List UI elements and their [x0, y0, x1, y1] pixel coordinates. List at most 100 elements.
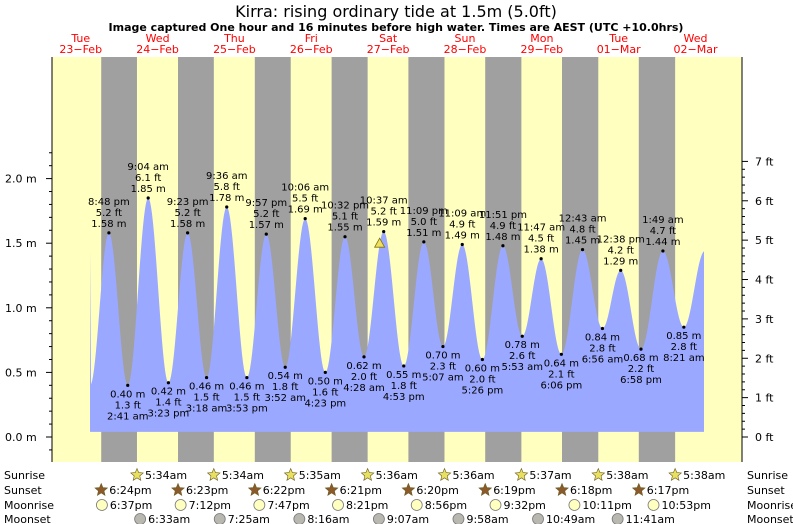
tide-time-label: 10:37 am — [360, 196, 408, 207]
tide-time-label: 12:43 am — [559, 214, 607, 225]
sunset-time: 6:22pm — [263, 484, 305, 497]
moonrise-time: 7:12pm — [189, 499, 231, 512]
tide-time-label: 8:21 am — [663, 353, 705, 364]
tide-m-label: 1.48 m — [485, 232, 520, 243]
moonrise-time: 6:37pm — [110, 499, 152, 512]
tide-m-label: 0.55 m — [386, 370, 421, 381]
tide-ft-label: 5.2 ft — [174, 208, 200, 219]
tide-ft-label: 2.0 ft — [351, 372, 377, 383]
tide-m-label: 1.55 m — [327, 223, 362, 234]
moonrise-row-label-right: Moonrise — [747, 499, 793, 512]
day-date-label: 24−Feb — [136, 43, 179, 56]
tide-m-label: 0.40 m — [110, 389, 145, 400]
tide-point — [303, 217, 307, 221]
tide-ft-label: 2.6 ft — [509, 351, 535, 362]
moonset-moon-icon — [532, 513, 544, 524]
sunrise-time: 5:34am — [145, 469, 187, 482]
tide-time-label: 9:36 am — [206, 171, 248, 182]
chart-title: Kirra: rising ordinary tide at 1.5m (5.0… — [235, 2, 557, 21]
tide-m-label: 1.45 m — [565, 236, 600, 247]
y-tick-label-ft: 6 ft — [755, 195, 774, 208]
sunset-time: 6:21pm — [340, 484, 382, 497]
tide-ft-label: 1.5 ft — [193, 393, 219, 404]
tide-ft-label: 5.2 ft — [96, 208, 122, 219]
sunset-time: 6:23pm — [186, 484, 228, 497]
sunrise-star-icon — [514, 467, 529, 481]
y-tick-label-m: 1.5 m — [5, 237, 37, 250]
y-tick-label-ft: 0 ft — [755, 431, 774, 444]
tide-time-label: 4:23 pm — [304, 398, 346, 409]
tide-time-label: 5:53 am — [501, 362, 543, 373]
sunset-time: 6:24pm — [109, 484, 151, 497]
tide-time-label: 11:09 am — [438, 208, 486, 219]
tide-point — [382, 229, 386, 234]
tide-time-label: 2:41 am — [107, 411, 149, 422]
tide-ft-label: 1.6 ft — [312, 387, 338, 398]
moonrise-moon-icon — [253, 499, 266, 511]
sunset-time: 6:20pm — [416, 484, 458, 497]
tide-point — [225, 205, 229, 209]
tide-time-label: 11:47 am — [517, 223, 565, 234]
tide-ft-label: 1.8 ft — [272, 382, 298, 393]
tide-m-label: 0.85 m — [666, 331, 701, 342]
tide-ft-label: 5.2 ft — [371, 207, 397, 218]
moonset-moon-icon — [213, 513, 226, 524]
tide-area — [90, 198, 704, 432]
sunset-star-icon — [247, 482, 262, 496]
moonset-moon-icon — [293, 513, 306, 524]
moonset-time: 7:25am — [228, 513, 270, 524]
day-date-label: 23−Feb — [59, 43, 102, 56]
day-name-label: Tue — [70, 32, 90, 45]
day-name-label: Sun — [455, 32, 476, 45]
tide-m-label: 0.84 m — [585, 332, 620, 343]
tide-point — [639, 347, 643, 351]
tide-ft-label: 6.1 ft — [135, 173, 161, 184]
moonrise-time: 8:56pm — [425, 499, 467, 512]
tide-time-label: 1:49 am — [642, 215, 684, 226]
tide-point — [559, 352, 563, 356]
tide-ft-label: 1.3 ft — [115, 400, 141, 411]
day-date-label: 26−Feb — [290, 43, 333, 56]
tide-time-label: 6:06 pm — [540, 380, 582, 391]
tide-labels: 8:48 pm5.2 ft1.58 m0.40 m1.3 ft2:41 am9:… — [88, 162, 705, 422]
y-axis-feet: 0 ft 1 ft 2 ft 3 ft 4 ft 5 ft 6 ft 7 ft — [742, 155, 774, 444]
tide-point — [343, 235, 347, 239]
tide-m-label: 1.58 m — [170, 219, 205, 230]
tide-m-label: 1.38 m — [524, 245, 559, 256]
day-labels: Tue23−FebWed24−FebThu25−FebFri26−FebSat2… — [59, 32, 718, 56]
day-date-label: 02−Mar — [674, 43, 718, 56]
day-date-label: 01−Mar — [597, 43, 641, 56]
tide-point — [264, 232, 268, 236]
moonrise-time: 8:21pm — [346, 499, 388, 512]
sunset-star-icon — [401, 482, 416, 496]
sunrise-time: 5:36am — [376, 469, 418, 482]
tide-point — [323, 370, 327, 374]
tide-time-label: 10:06 am — [281, 183, 329, 194]
moonrise-time: 9:32pm — [504, 499, 546, 512]
day-date-label: 27−Feb — [367, 43, 410, 56]
sunrise-star-icon — [668, 467, 683, 481]
moonrise-time: 7:47pm — [267, 499, 309, 512]
tide-ft-label: 2.3 ft — [430, 362, 456, 373]
tide-m-label: 1.44 m — [645, 237, 680, 248]
tide-m-label: 0.68 m — [623, 353, 658, 364]
moonset-time: 8:16am — [307, 513, 349, 524]
plot-frame — [51, 57, 743, 462]
tide-point — [107, 231, 111, 235]
tide-point — [126, 383, 130, 387]
y-tick-label-ft: 4 ft — [755, 274, 774, 287]
sunrise-time: 5:37am — [529, 469, 571, 482]
moonrise-moon-icon — [647, 499, 660, 511]
tide-point — [402, 364, 406, 368]
tide-point — [204, 375, 209, 380]
tide-time-label: 4:53 pm — [383, 392, 425, 403]
tide-ft-label: 4.9 ft — [490, 221, 516, 232]
y-tick-label-ft: 2 ft — [755, 352, 774, 365]
current-level-marker — [373, 237, 386, 248]
tide-ft-label: 5.8 ft — [214, 182, 240, 193]
tide-time-label: 3:52 am — [264, 393, 306, 404]
tide-m-label: 1.49 m — [445, 230, 480, 241]
tide-point — [580, 248, 585, 252]
tide-ft-label: 5.2 ft — [253, 209, 279, 220]
